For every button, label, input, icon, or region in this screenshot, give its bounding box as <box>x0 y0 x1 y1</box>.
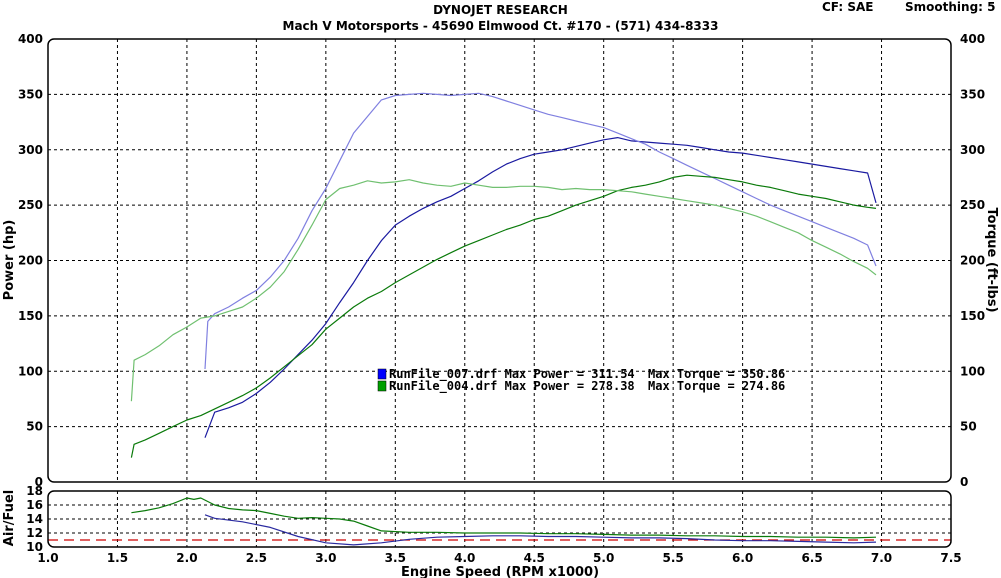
series-line-runfile-004-drf-power <box>130 174 877 458</box>
main-right-ticks: 0 50 100 150 200 250 300 350 400 <box>960 32 985 489</box>
y-tick-label-left: 250 <box>18 198 43 212</box>
x-tick-label: 1.5 <box>107 551 128 565</box>
x-axis-title: Engine Speed (RPM x1000) <box>401 565 599 578</box>
y-tick-label-right: 400 <box>960 32 985 46</box>
y-tick-label-left: 300 <box>18 143 43 157</box>
y-tick-label-left: 50 <box>26 420 43 434</box>
afr-plot-frame <box>47 490 952 548</box>
y-axis-title-left: Power (hp) <box>2 220 17 301</box>
y-tick-label-left: 150 <box>18 309 43 323</box>
main-grid <box>48 39 951 482</box>
x-tick-label: 7.0 <box>871 551 892 565</box>
y-tick-label-left: 400 <box>18 32 43 46</box>
y-tick-label-left: 100 <box>18 364 43 378</box>
x-tick-label: 3.5 <box>385 551 406 565</box>
chart-title: DYNOJET RESEARCH <box>433 3 568 17</box>
y-tick-label-right: 0 <box>960 475 968 489</box>
legend-swatch-run-007 <box>377 368 387 380</box>
series-line-runfile-007-drf-power <box>204 137 877 438</box>
legend: RunFile_007.drf Max Power = 311.54 Max T… <box>377 367 785 394</box>
y-tick-label-right: 50 <box>960 420 977 434</box>
x-axis-ticks: 1.0 1.5 2.0 2.5 3.0 3.5 4.0 4.5 5.0 5.5 6.0 6.5 7.0 7… <box>37 551 961 565</box>
legend-label-run-007: RunFile_007.drf Max Power = 311.54 <box>389 367 635 382</box>
main-series <box>130 92 877 458</box>
smoothing-label: Smoothing: 5 <box>905 0 996 14</box>
x-tick-label: 4.5 <box>524 551 545 565</box>
main-left-ticks: 0 50 100 150 200 250 300 350 400 <box>18 32 43 489</box>
x-tick-label: 2.0 <box>176 551 197 565</box>
legend-torque-run-004: Max Torque = 274.86 <box>648 379 785 393</box>
y-tick-label-right: 250 <box>960 198 985 212</box>
x-tick-label: 5.0 <box>593 551 614 565</box>
series-line-runfile-007-drf-afr <box>204 514 877 546</box>
x-tick-label: 2.5 <box>246 551 267 565</box>
x-tick-label: 4.0 <box>454 551 475 565</box>
series-line-runfile-004-drf-torque <box>130 179 877 402</box>
legend-torque-run-007: Max Torque = 350.86 <box>648 367 785 381</box>
legend-swatch-run-004 <box>377 380 387 392</box>
y-axis-title-right: Torque (ft-lbs) <box>984 207 999 312</box>
series-line-runfile-004-drf-afr <box>131 497 877 539</box>
afr-tick-label: 18 <box>26 484 43 498</box>
x-tick-label: 1.0 <box>37 551 58 565</box>
x-tick-label: 7.5 <box>940 551 961 565</box>
x-tick-label: 5.5 <box>663 551 684 565</box>
afr-tick-label: 14 <box>26 512 43 526</box>
afr-axis-title: Air/Fuel <box>2 490 17 546</box>
y-tick-label-left: 200 <box>18 254 43 268</box>
y-tick-label-right: 150 <box>960 309 985 323</box>
afr-series <box>131 497 877 546</box>
y-tick-label-right: 200 <box>960 254 985 268</box>
y-tick-label-right: 350 <box>960 87 985 101</box>
legend-label-run-004: RunFile_004.drf Max Power = 278.38 <box>389 379 635 394</box>
afr-tick-label: 10 <box>26 540 43 554</box>
series-line-runfile-007-drf-torque <box>204 92 877 370</box>
afr-tick-label: 12 <box>26 526 43 540</box>
afr-tick-label: 16 <box>26 498 43 512</box>
chart-subtitle: Mach V Motorsports - 45690 Elmwood Ct. #… <box>282 19 719 33</box>
y-tick-label-left: 0 <box>35 475 43 489</box>
x-tick-label: 3.0 <box>315 551 336 565</box>
main-plot-frame <box>47 38 952 483</box>
x-tick-label: 6.0 <box>732 551 753 565</box>
correction-factor-label: CF: SAE <box>822 0 874 14</box>
y-tick-label-left: 350 <box>18 87 43 101</box>
x-tick-label: 6.5 <box>801 551 822 565</box>
y-tick-label-right: 300 <box>960 143 985 157</box>
y-tick-label-right: 100 <box>960 364 985 378</box>
